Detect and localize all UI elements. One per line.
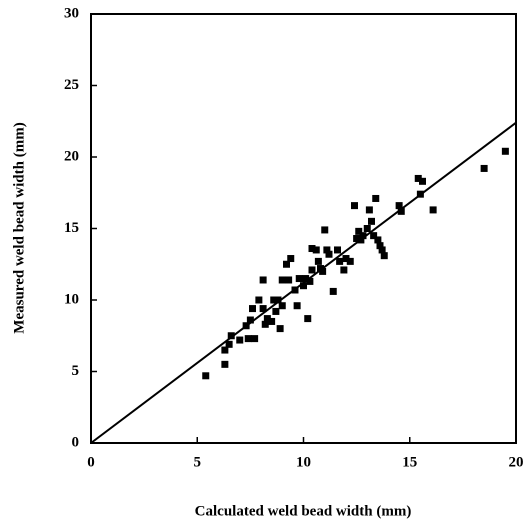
data-point xyxy=(259,276,267,284)
x-tick-label: 5 xyxy=(194,454,202,470)
data-point xyxy=(293,302,301,310)
data-point xyxy=(283,260,290,268)
y-tick-label: 10 xyxy=(64,291,79,307)
y-tick-label: 30 xyxy=(64,5,79,21)
data-point xyxy=(278,276,286,284)
x-tick-label: 15 xyxy=(402,454,417,470)
data-point xyxy=(255,296,263,304)
data-point xyxy=(363,225,371,232)
y-tick-label: 25 xyxy=(64,77,79,93)
data-point xyxy=(368,217,375,225)
data-point xyxy=(261,320,269,328)
x-tick-label: 20 xyxy=(509,454,524,470)
y-tick-label: 15 xyxy=(64,220,79,236)
data-point xyxy=(300,282,307,290)
x-tick-label: 10 xyxy=(296,454,311,470)
data-point xyxy=(202,372,210,380)
data-point xyxy=(397,207,405,215)
data-point xyxy=(329,287,337,295)
data-point xyxy=(414,174,422,182)
data-point xyxy=(380,252,388,260)
data-point xyxy=(278,302,286,310)
data-point xyxy=(302,275,310,283)
data-point xyxy=(429,206,437,214)
data-point xyxy=(304,315,312,323)
data-point xyxy=(285,276,293,284)
data-point xyxy=(419,177,426,185)
data-point xyxy=(334,246,341,254)
data-point xyxy=(251,335,259,343)
fit-line xyxy=(90,121,517,444)
data-point xyxy=(355,227,363,235)
data-point xyxy=(501,147,509,155)
y-axis-label: Measured weld bead width (mm) xyxy=(11,122,27,333)
data-point xyxy=(359,232,367,240)
y-tick-label: 20 xyxy=(64,148,79,164)
data-point xyxy=(342,255,350,263)
data-point xyxy=(221,360,229,368)
data-point xyxy=(314,257,322,265)
data-point xyxy=(321,226,329,234)
data-point xyxy=(319,267,327,275)
data-point xyxy=(227,332,235,340)
data-point xyxy=(268,317,276,325)
x-tick-label: 0 xyxy=(87,454,95,470)
data-point xyxy=(274,296,282,304)
data-point xyxy=(374,236,382,244)
data-point xyxy=(287,255,295,263)
data-point xyxy=(365,206,373,214)
data-point xyxy=(370,232,378,240)
data-point xyxy=(323,246,331,254)
data-point xyxy=(306,277,314,285)
data-point xyxy=(312,246,320,254)
y-tick-label: 5 xyxy=(72,363,80,379)
data-point xyxy=(308,245,316,253)
data-point xyxy=(372,194,380,202)
data-point xyxy=(336,257,344,265)
data-point xyxy=(480,164,488,172)
plot-frame xyxy=(90,13,517,444)
data-point xyxy=(340,266,348,274)
data-point xyxy=(276,325,284,333)
data-point xyxy=(259,305,267,313)
data-point xyxy=(249,305,256,313)
data-point xyxy=(225,340,233,348)
data-point xyxy=(376,242,384,250)
data-point xyxy=(325,250,333,258)
data-point xyxy=(236,336,244,344)
data-point xyxy=(272,307,280,315)
y-tick-label: 0 xyxy=(72,434,80,450)
data-point xyxy=(246,316,254,324)
data-point xyxy=(295,275,303,283)
data-point xyxy=(308,266,316,274)
x-axis-label: Calculated weld bead width (mm) xyxy=(195,503,412,519)
data-point xyxy=(378,246,386,254)
data-point xyxy=(346,257,354,265)
data-point xyxy=(244,335,252,343)
data-point xyxy=(353,235,361,243)
data-point xyxy=(351,202,358,210)
data-point xyxy=(263,315,271,323)
data-point xyxy=(270,296,278,304)
data-point xyxy=(221,346,229,354)
data-point xyxy=(395,202,403,210)
